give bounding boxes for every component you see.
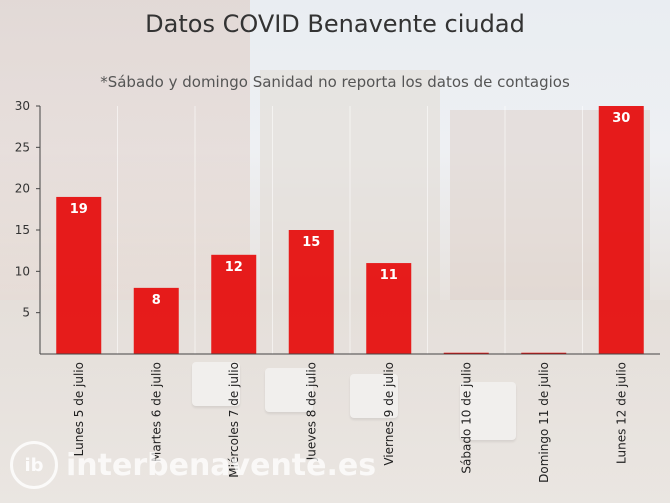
background-stone-block (265, 368, 313, 412)
bar (56, 196, 102, 354)
background-building-left (0, 0, 250, 300)
x-tick-label: Sábado 10 de julio (459, 362, 473, 474)
y-axis: 5 10 15 20 25 30 (15, 99, 41, 354)
x-tick-label: Viernes 9 de julio (382, 362, 396, 466)
bar (133, 287, 179, 354)
y-tick-label: 10 (15, 264, 30, 278)
chart-bars: 19 8 12 15 11 30 (56, 106, 644, 355)
bar-data-label: 19 (70, 202, 88, 217)
x-tick-label: Miércoles 7 de julio (227, 362, 241, 478)
watermark-logo-icon: ib (10, 441, 58, 489)
x-axis: Lunes 5 de julio Martes 6 de julio Miércol… (40, 353, 660, 483)
chart-subtitle: *Sábado y domingo Sanidad no reporta los… (100, 73, 570, 91)
y-tick-label: 30 (15, 99, 30, 113)
bar (366, 263, 412, 354)
y-tick-label: 20 (15, 182, 30, 196)
background-plaza (0, 300, 670, 503)
y-tick-label: 25 (15, 140, 30, 154)
chart-title: Datos COVID Benavente ciudad (145, 10, 525, 38)
x-tick-label: Lunes 12 de julio (614, 362, 628, 464)
x-tick-label: Martes 6 de julio (149, 362, 163, 462)
bar (211, 254, 257, 354)
bar-data-label: 12 (225, 260, 243, 275)
x-tick-label: Domingo 11 de julio (537, 362, 551, 483)
bar-data-label: 30 (612, 111, 630, 126)
background-stone-block (350, 374, 398, 418)
bar (598, 106, 644, 354)
x-tick-label: Lunes 5 de julio (72, 362, 86, 456)
bar-data-label: 15 (302, 235, 320, 250)
chart-gridlines (117, 106, 583, 354)
watermark: ib interbenavente.es (10, 440, 376, 490)
bar (288, 230, 334, 354)
background-stone-block (460, 382, 516, 440)
y-tick-label: 5 (22, 306, 30, 320)
watermark-text: interbenavente.es (66, 447, 377, 483)
background-stone-block (192, 362, 240, 406)
bar-data-label: 11 (380, 268, 398, 283)
y-tick-label: 15 (15, 223, 30, 237)
x-tick-label: Jueves 8 de julio (304, 362, 318, 461)
bar-data-label: 8 (152, 293, 161, 308)
